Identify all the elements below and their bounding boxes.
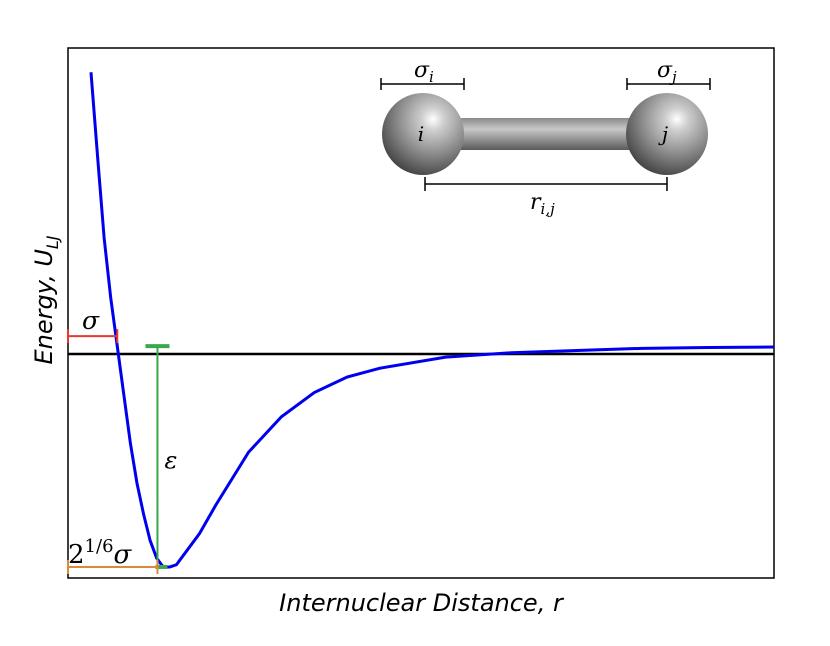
plot-frame xyxy=(67,47,775,579)
atom-i xyxy=(382,93,464,175)
molecule-diagram: σi σj i j ri,j xyxy=(380,58,711,218)
rmin-marker: 21/6σ xyxy=(67,536,159,574)
sigma-j-label: σj xyxy=(657,58,677,86)
rmin-label-exponent: 1/6 xyxy=(85,536,114,557)
sigma-i-label: σi xyxy=(414,58,434,86)
atom-i-label: i xyxy=(418,122,424,146)
x-axis-title: Internuclear Distance, r xyxy=(279,589,565,617)
sigma-label: σ xyxy=(82,306,100,335)
rmin-label-base: 2 xyxy=(68,540,85,570)
lj-potential-curve xyxy=(89,72,775,569)
rmin-label: 21/6σ xyxy=(68,536,133,570)
epsilon-label: ε xyxy=(164,447,177,475)
y-axis-title: Energy, ULJ xyxy=(30,235,62,364)
y-axis-title-main: Energy, U xyxy=(30,249,58,365)
atom-j xyxy=(626,93,708,175)
distance-label: ri,j xyxy=(530,190,555,218)
y-axis-title-subscript: LJ xyxy=(43,235,62,249)
atom-j-label: j xyxy=(658,122,668,146)
epsilon-marker: ε xyxy=(145,344,177,569)
sigma-marker: σ xyxy=(67,306,119,344)
rmin-label-sigma: σ xyxy=(114,540,133,570)
